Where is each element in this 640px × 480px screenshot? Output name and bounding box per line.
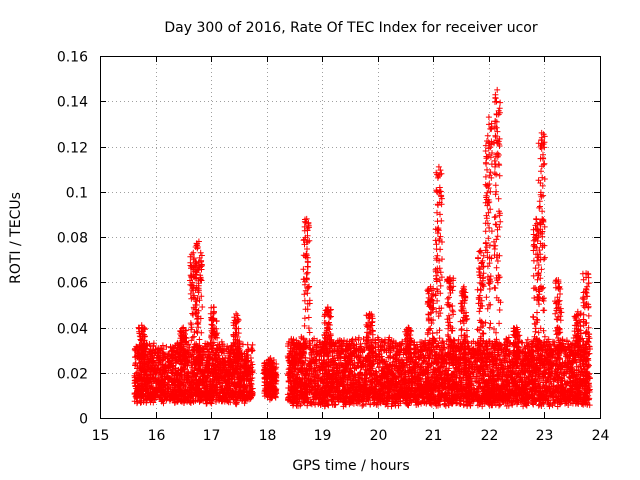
- data-points: [131, 86, 593, 410]
